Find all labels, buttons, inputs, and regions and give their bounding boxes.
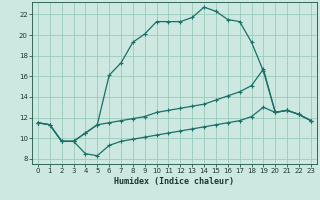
X-axis label: Humidex (Indice chaleur): Humidex (Indice chaleur): [115, 177, 234, 186]
